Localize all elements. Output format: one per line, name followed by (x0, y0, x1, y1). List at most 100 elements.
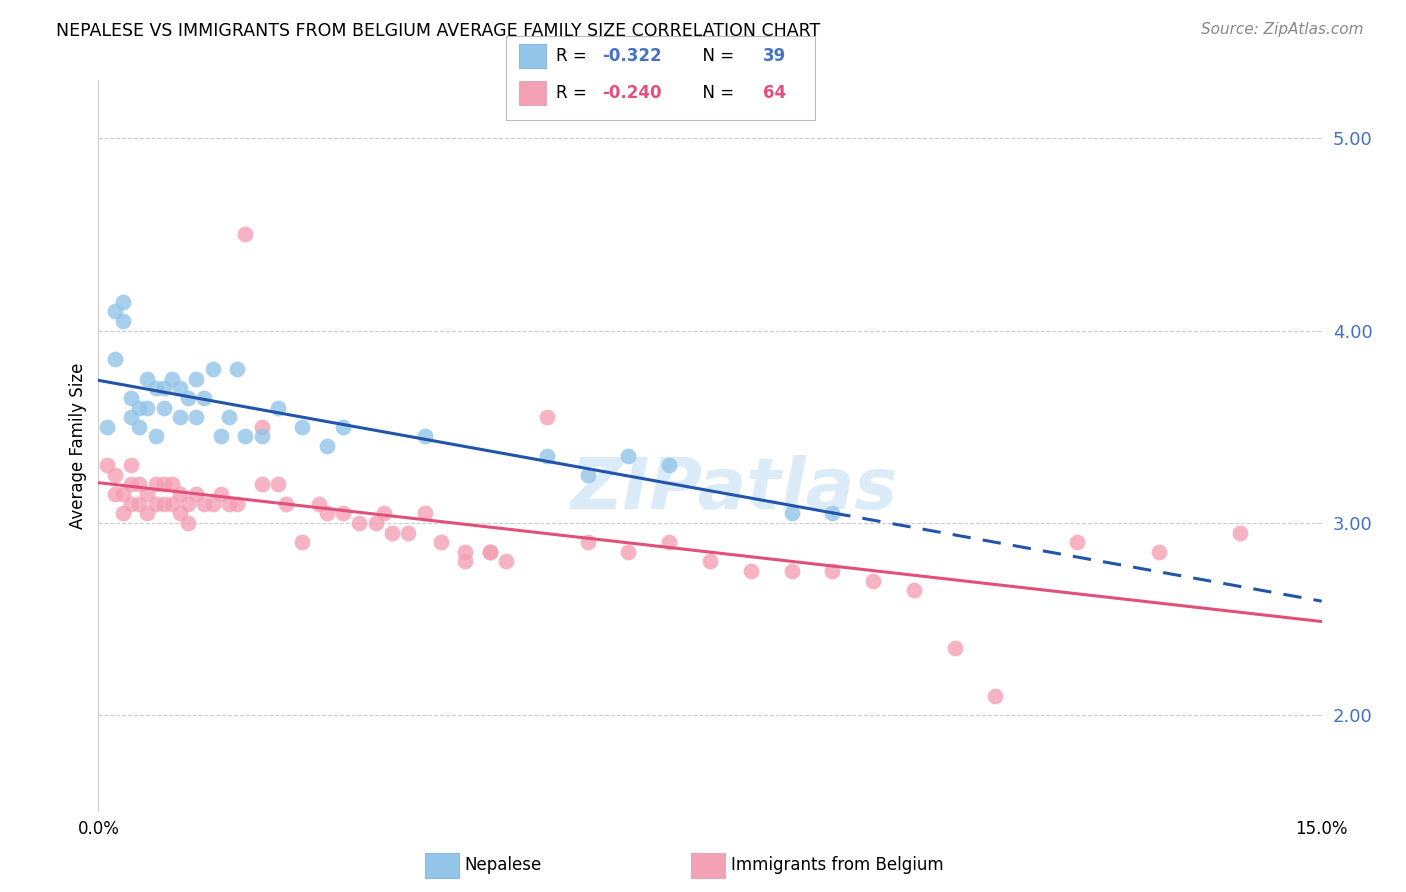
Point (136, 487, 159, 501)
Point (201, 362, 224, 376)
Point (145, 429, 167, 443)
Point (169, 507, 191, 521)
Bar (519, 45, 547, 68)
Point (308, 497, 330, 511)
Point (274, 497, 297, 511)
Point (104, 487, 127, 501)
Point (396, 525, 419, 540)
Point (381, 525, 404, 540)
Point (177, 497, 200, 511)
Point (128, 497, 150, 511)
Point (430, 535, 453, 549)
Point (226, 497, 249, 511)
Point (478, 545, 501, 559)
Point (267, 477, 290, 491)
Point (111, 314, 134, 328)
Point (169, 410, 191, 425)
Point (145, 381, 167, 395)
Point (454, 554, 477, 568)
Point (201, 497, 224, 511)
Point (617, 545, 640, 559)
Text: NEPALESE VS IMMIGRANTS FROM BELGIUM AVERAGE FAMILY SIZE CORRELATION CHART: NEPALESE VS IMMIGRANTS FROM BELGIUM AVER… (56, 22, 821, 40)
Point (136, 401, 159, 415)
Y-axis label: Average Family Size: Average Family Size (69, 363, 87, 529)
Point (349, 516, 371, 530)
Point (454, 545, 477, 559)
Point (186, 371, 208, 385)
Bar (690, 853, 724, 878)
Point (821, 564, 844, 578)
Point (169, 487, 191, 501)
Point (104, 304, 127, 318)
Point (821, 507, 844, 521)
Point (218, 497, 240, 511)
Point (617, 449, 640, 463)
Point (413, 507, 436, 521)
Point (332, 507, 354, 521)
Point (152, 477, 174, 491)
Point (536, 449, 558, 463)
Point (120, 458, 142, 473)
Point (984, 690, 1007, 704)
Point (364, 516, 387, 530)
Point (111, 294, 134, 309)
Point (291, 535, 314, 549)
Text: -0.322: -0.322 (602, 47, 662, 65)
Point (152, 497, 174, 511)
Text: N =: N = (692, 47, 740, 65)
Text: Source: ZipAtlas.com: Source: ZipAtlas.com (1201, 22, 1364, 37)
Point (104, 352, 127, 367)
Point (332, 419, 354, 434)
Text: R =: R = (555, 85, 592, 103)
Point (413, 429, 436, 443)
Point (152, 381, 174, 395)
Point (478, 545, 501, 559)
Text: R =: R = (555, 47, 592, 65)
Point (209, 429, 232, 443)
Point (903, 583, 925, 598)
Point (1147, 545, 1170, 559)
Point (136, 371, 159, 385)
Point (495, 554, 517, 568)
Point (291, 419, 314, 434)
Point (250, 419, 273, 434)
Point (193, 497, 215, 511)
Point (120, 477, 142, 491)
Point (128, 401, 150, 415)
Text: 64: 64 (763, 85, 786, 103)
Point (177, 391, 200, 405)
Text: -0.240: -0.240 (602, 85, 662, 103)
Point (186, 410, 208, 425)
Point (1066, 535, 1088, 549)
Point (1229, 525, 1251, 540)
Point (177, 516, 200, 530)
Point (218, 410, 240, 425)
Point (250, 429, 273, 443)
Point (315, 507, 337, 521)
Point (658, 535, 681, 549)
Point (111, 487, 134, 501)
Point (169, 381, 191, 395)
Point (250, 477, 273, 491)
Point (111, 507, 134, 521)
Point (186, 487, 208, 501)
Point (104, 467, 127, 482)
Text: 39: 39 (763, 47, 786, 65)
Point (128, 419, 150, 434)
Point (96, 419, 118, 434)
Point (576, 535, 599, 549)
Point (576, 467, 599, 482)
Text: Nepalese: Nepalese (465, 856, 543, 874)
Point (128, 477, 150, 491)
Point (536, 410, 558, 425)
Point (136, 507, 159, 521)
Point (120, 410, 142, 425)
Point (233, 227, 256, 242)
Point (96, 458, 118, 473)
Point (145, 497, 167, 511)
Point (160, 477, 183, 491)
Point (152, 401, 174, 415)
Point (780, 564, 803, 578)
Point (226, 362, 249, 376)
Point (193, 391, 215, 405)
